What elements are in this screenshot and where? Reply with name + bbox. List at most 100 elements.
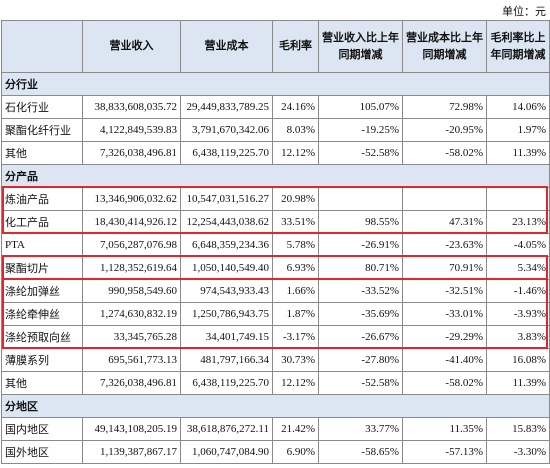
- cell: -19.25%: [318, 118, 403, 142]
- cell: 12.12%: [272, 141, 319, 165]
- row-label: 石化行业: [1, 95, 83, 119]
- cell: 18,430,414,926.12: [82, 210, 181, 234]
- cell: 1,060,747,084.90: [180, 440, 273, 464]
- cell: 20.98%: [272, 187, 319, 211]
- row-label: 国内地区: [1, 417, 83, 441]
- cell: 1,050,140,549.40: [180, 256, 273, 280]
- cell: 12,254,443,038.62: [180, 210, 273, 234]
- cell: 1.87%: [272, 302, 319, 326]
- cell: -52.58%: [318, 141, 403, 165]
- cell: 974,543,933.43: [180, 279, 273, 303]
- data-row: 聚酯切片 1,128,352,619.64 1,050,140,549.40 6.93…: [1, 256, 550, 280]
- cell: 24.16%: [272, 95, 319, 119]
- section-label: 分地区: [1, 394, 550, 418]
- cell: 30.73%: [272, 348, 319, 372]
- cell: 12.12%: [272, 371, 319, 395]
- table: 营业收入 营业成本 毛利率 营业收入比上年同期增减 营业成本比上年同期增减 毛利率比上年同…: [1, 20, 550, 464]
- cell: 29,449,833,789.25: [180, 95, 273, 119]
- cell: 33,345,765.28: [82, 325, 181, 349]
- cell: 695,561,773.13: [82, 348, 181, 372]
- row-label: 化工产品: [1, 210, 83, 234]
- section-label: 分产品: [1, 164, 550, 188]
- section-row: 分地区: [1, 394, 550, 418]
- cell: 3,791,670,342.06: [180, 118, 273, 142]
- header-cell: [1, 20, 83, 73]
- cell: 8.03%: [272, 118, 319, 142]
- data-row: 化工产品 18,430,414,926.12 12,254,443,038.62 33…: [1, 210, 550, 234]
- cell: 10,547,031,516.27: [180, 187, 273, 211]
- cell: 98.55%: [318, 210, 403, 234]
- row-label: 聚酯化纤行业: [1, 118, 83, 142]
- cell: 481,797,166.34: [180, 348, 273, 372]
- data-row: 其他 7,326,038,496.81 6,438,119,225.70 12.12%…: [1, 141, 550, 165]
- cell: 14.06%: [486, 95, 550, 119]
- cell: 105.07%: [318, 95, 403, 119]
- cell: -3.93%: [486, 302, 550, 326]
- data-row: 涤纶加弹丝 990,958,549.60 974,543,933.43 1.66% -3…: [1, 279, 550, 303]
- cell: -35.69%: [318, 302, 403, 326]
- cell: 11.39%: [486, 371, 550, 395]
- cell: 80.71%: [318, 256, 403, 280]
- cell: 6.93%: [272, 256, 319, 280]
- cell: -1.46%: [486, 279, 550, 303]
- row-label: 国外地区: [1, 440, 83, 464]
- cell: 6.90%: [272, 440, 319, 464]
- section-label: 分行业: [1, 72, 550, 96]
- row-label: 涤纶预取向丝: [1, 325, 83, 349]
- cell: 5.78%: [272, 233, 319, 257]
- cell: 72.98%: [402, 95, 487, 119]
- cell: 33.51%: [272, 210, 319, 234]
- cell: -29.29%: [402, 325, 487, 349]
- cell: 23.13%: [486, 210, 550, 234]
- cell: -32.51%: [402, 279, 487, 303]
- data-row: 聚酯化纤行业 4,122,849,539.83 3,791,670,342.06 8.…: [1, 118, 550, 142]
- cell: 6,648,359,234.36: [180, 233, 273, 257]
- cell: -33.01%: [402, 302, 487, 326]
- cell: 13,346,906,032.62: [82, 187, 181, 211]
- cell: 4,122,849,539.83: [82, 118, 181, 142]
- unit-label: 单位：元: [502, 6, 546, 18]
- cell: 7,326,038,496.81: [82, 141, 181, 165]
- data-row: 国内地区 49,143,108,205.19 38,618,876,272.11 21…: [1, 417, 550, 441]
- cell: -27.80%: [318, 348, 403, 372]
- cell: 16.08%: [486, 348, 550, 372]
- row-label: 聚酯切片: [1, 256, 83, 280]
- row-label: 炼油产品: [1, 187, 83, 211]
- cell: -20.95%: [402, 118, 487, 142]
- cell: 21.42%: [272, 417, 319, 441]
- cell: 11.39%: [486, 141, 550, 165]
- data-row: 薄膜系列 695,561,773.13 481,797,166.34 30.73% -2…: [1, 348, 550, 372]
- cell: 38,618,876,272.11: [180, 417, 273, 441]
- cell: -57.13%: [402, 440, 487, 464]
- row-label: 其他: [1, 141, 83, 165]
- cell: 1,274,630,832.19: [82, 302, 181, 326]
- data-row: 石化行业 38,833,608,035.72 29,449,833,789.25 24…: [1, 95, 550, 119]
- header-cell: 营业成本比上年同期增减: [402, 20, 487, 73]
- cell: [486, 187, 550, 211]
- cell: 5.34%: [486, 256, 550, 280]
- cell: -23.63%: [402, 233, 487, 257]
- section-row: 分行业: [1, 72, 550, 96]
- cell: 1.66%: [272, 279, 319, 303]
- cell: 1,139,387,867.17: [82, 440, 181, 464]
- cell: 15.83%: [486, 417, 550, 441]
- cell: 47.31%: [402, 210, 487, 234]
- cell: -58.02%: [402, 371, 487, 395]
- row-label: 其他: [1, 371, 83, 395]
- header-cell: 毛利率: [272, 20, 319, 73]
- cell: 6,438,119,225.70: [180, 371, 273, 395]
- cell: [402, 187, 487, 211]
- cell: -3.17%: [272, 325, 319, 349]
- cell: 6,438,119,225.70: [180, 141, 273, 165]
- data-row: 涤纶牵伸丝 1,274,630,832.19 1,250,786,943.75 1.8…: [1, 302, 550, 326]
- cell: -41.40%: [402, 348, 487, 372]
- data-row: PTA 7,056,287,076.98 6,648,359,234.36 5.78%…: [1, 233, 550, 257]
- cell: 38,833,608,035.72: [82, 95, 181, 119]
- cell: -4.05%: [486, 233, 550, 257]
- cell: 49,143,108,205.19: [82, 417, 181, 441]
- cell: -58.65%: [318, 440, 403, 464]
- cell: -58.02%: [402, 141, 487, 165]
- cell: 1,250,786,943.75: [180, 302, 273, 326]
- cell: 990,958,549.60: [82, 279, 181, 303]
